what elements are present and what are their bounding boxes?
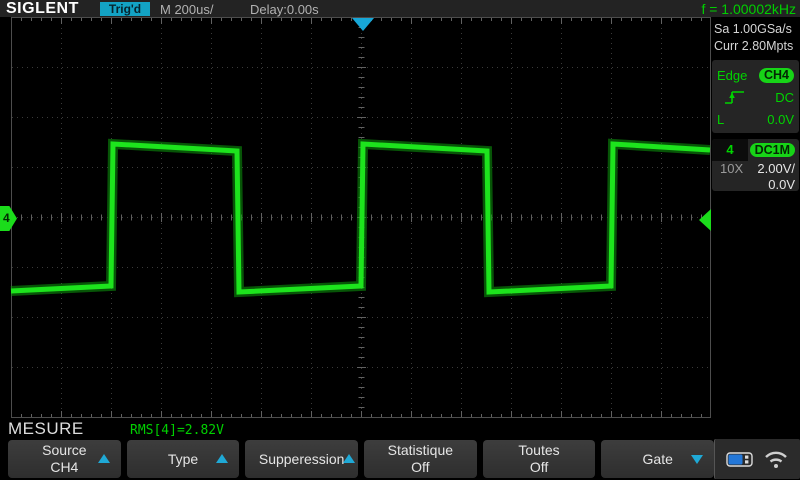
- status-icon-panel: [714, 439, 800, 479]
- usb-icon: [725, 451, 753, 467]
- timebase-readout: M 200us/: [160, 2, 214, 17]
- menu-button-statistics[interactable]: Statistique Off: [364, 440, 477, 478]
- top-status-bar: SIGLENT Trig'd M 200us/ Delay:0.00s f = …: [0, 0, 800, 17]
- frequency-counter: f = 1.00002kHz: [701, 1, 796, 17]
- channel4-position-marker[interactable]: 4: [0, 206, 17, 231]
- waveform-trace: [10, 141, 711, 295]
- menu-button-suppression[interactable]: Supperession: [245, 440, 359, 478]
- waveform-trace-glow: [10, 138, 711, 298]
- measure-menu-title: MESURE: [8, 419, 84, 438]
- up-arrow-icon: [216, 454, 229, 463]
- memory-depth: Curr 2.80Mpts: [714, 39, 794, 53]
- sample-rate: Sa 1.00GSa/s: [714, 22, 792, 36]
- channel-number-tab: 4: [712, 139, 748, 161]
- down-arrow-icon: [691, 455, 704, 464]
- delay-readout: Delay:0.00s: [250, 2, 319, 17]
- probe-attenuation: 10X: [720, 161, 744, 176]
- up-arrow-icon: [343, 454, 356, 463]
- soft-menu-bar: Source CH4 Type Supperession Statistique…: [8, 440, 715, 478]
- menu-button-gate[interactable]: Gate: [601, 440, 715, 478]
- trigger-panel: Edge CH4 DC L 0.0V: [712, 60, 799, 133]
- siglent-logo: SIGLENT: [6, 0, 79, 17]
- acquisition-info: Sa 1.00GSa/s Curr 2.80Mpts: [714, 21, 798, 55]
- trigger-status-badge: Trig'd: [100, 2, 150, 16]
- menu-button-source[interactable]: Source CH4: [8, 440, 121, 478]
- vertical-offset: 0.0V: [768, 177, 795, 192]
- trigger-level-marker[interactable]: [699, 209, 711, 231]
- menu-button-type[interactable]: Type: [126, 440, 240, 478]
- trigger-mode: Edge: [717, 67, 748, 83]
- grid-lines: [12, 18, 710, 417]
- channel-coupling-badge: DC1M: [749, 143, 795, 157]
- menu-button-all-measure[interactable]: Toutes Off: [482, 440, 596, 478]
- trigger-source-badge: CH4: [758, 67, 794, 83]
- trigger-level-label: L: [717, 111, 725, 127]
- axis-ticks: [21, 18, 702, 417]
- trigger-coupling: DC: [775, 89, 794, 105]
- wifi-icon: [765, 451, 788, 468]
- rising-edge-icon: [725, 90, 744, 104]
- trigger-position-marker[interactable]: [352, 18, 374, 31]
- vertical-scale: 2.00V/: [757, 161, 795, 176]
- channel4-panel[interactable]: 4 DC1M 10X 2.00V/ 0.0V: [712, 139, 799, 192]
- up-arrow-icon: [97, 454, 110, 463]
- rms-measurement: RMS[4]=2.82V: [130, 423, 224, 438]
- trigger-level-value: 0.0V: [767, 111, 794, 127]
- graticule-border: [11, 17, 711, 418]
